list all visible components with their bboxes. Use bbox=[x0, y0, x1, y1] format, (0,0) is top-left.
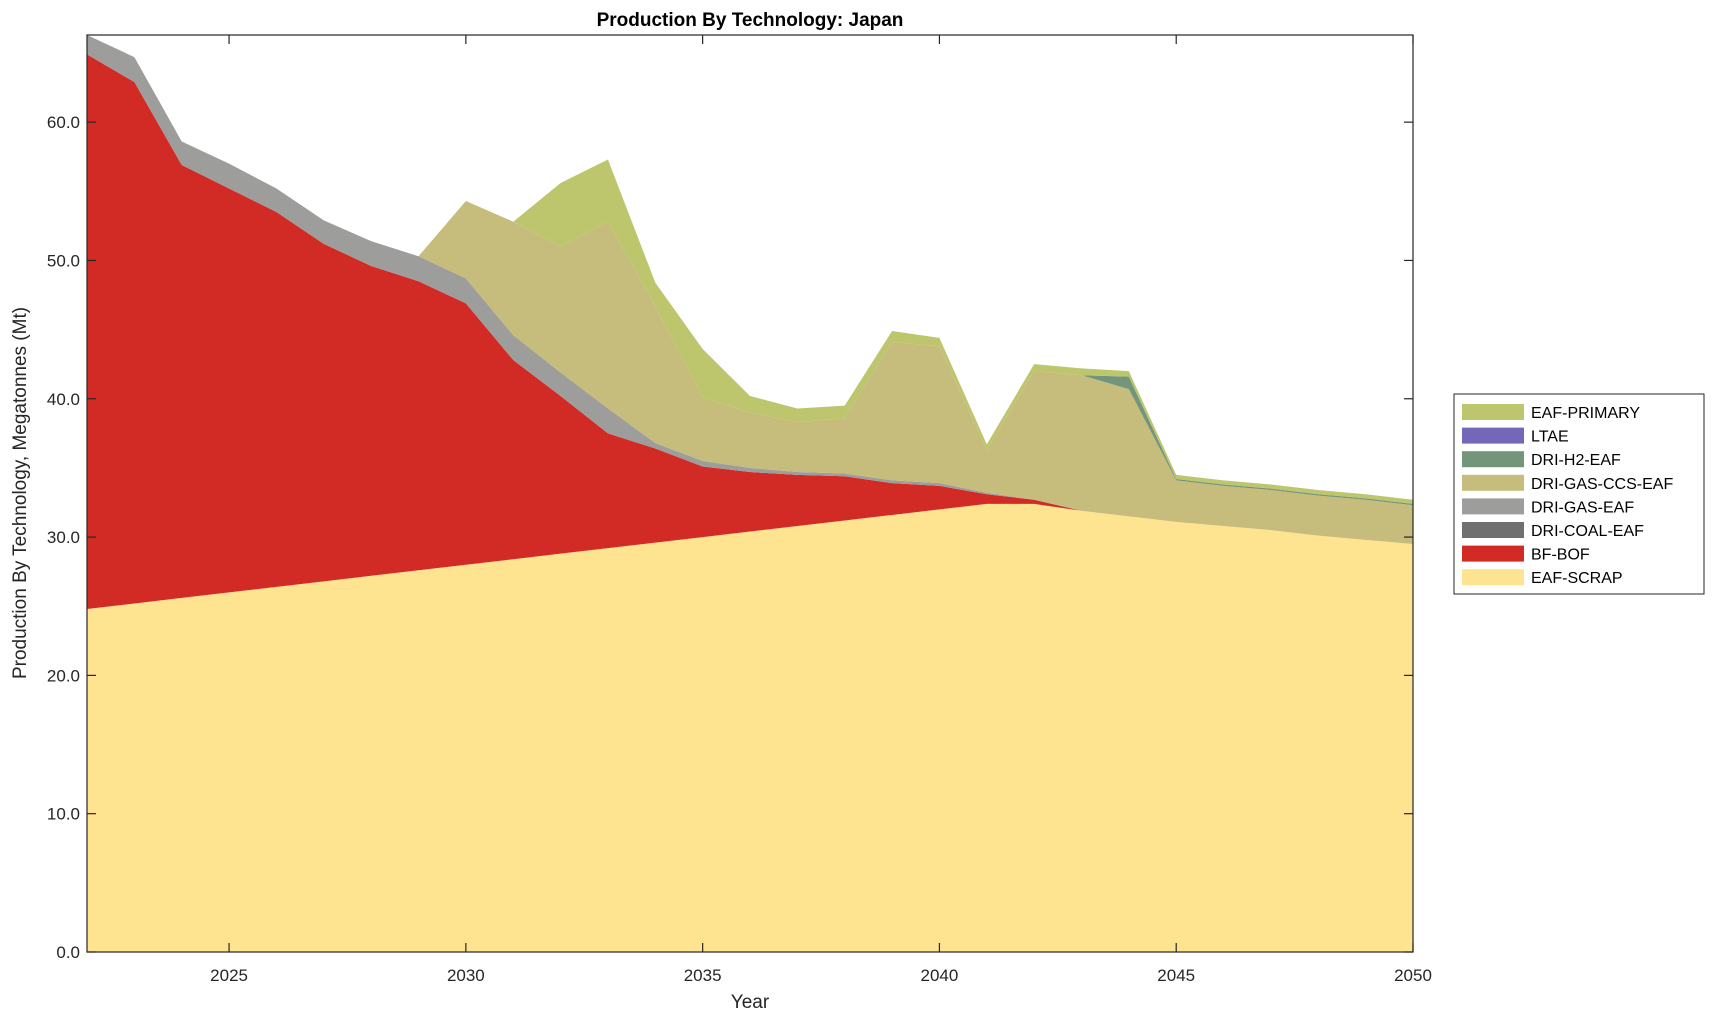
legend-swatch-dri-h2-eaf bbox=[1462, 451, 1524, 468]
area-dri-gas-ccs-eaf bbox=[87, 35, 1413, 544]
y-tick-label: 0.0 bbox=[56, 943, 80, 962]
y-tick-label: 10.0 bbox=[47, 805, 80, 824]
legend-swatch-dri-gas-eaf bbox=[1462, 498, 1524, 515]
legend-label-dri-coal-eaf: DRI-COAL-EAF bbox=[1531, 523, 1644, 540]
y-tick-label: 30.0 bbox=[47, 528, 80, 547]
legend-swatch-eaf-scrap bbox=[1462, 569, 1524, 586]
legend-label-ltae: LTAE bbox=[1531, 429, 1569, 446]
legend: EAF-PRIMARY LTAE DRI-H2-EAF DRI-GAS-CCS-EAF… bbox=[1453, 393, 1705, 595]
legend-label-bf-bof: BF-BOF bbox=[1531, 547, 1590, 564]
y-tick-label: 60.0 bbox=[47, 113, 80, 132]
x-tick-label: 2045 bbox=[1157, 966, 1195, 985]
x-axis-label: Year bbox=[731, 992, 770, 1013]
legend-swatch-dri-gas-ccs-eaf bbox=[1462, 474, 1524, 491]
x-tick-label: 2040 bbox=[921, 966, 959, 985]
chart-title: Production By Technology: Japan bbox=[597, 10, 904, 31]
legend-label-eaf-scrap: EAF-SCRAP bbox=[1531, 570, 1623, 587]
legend-box bbox=[1453, 393, 1705, 595]
x-axis: 2025 2030 2035 2040 2045 2050 bbox=[210, 35, 1432, 985]
area-bf-bof bbox=[87, 54, 1413, 609]
y-tick-label: 40.0 bbox=[47, 390, 80, 409]
legend-label-dri-gas-ccs-eaf: DRI-GAS-CCS-EAF bbox=[1531, 476, 1673, 493]
x-tick-label: 2050 bbox=[1394, 966, 1432, 985]
area-series-group bbox=[87, 35, 1413, 952]
legend-swatch-eaf-primary bbox=[1462, 404, 1524, 420]
y-axis-label: Production By Technology, Megatonnes (Mt… bbox=[10, 307, 31, 679]
legend-swatch-ltae bbox=[1462, 427, 1524, 444]
y-axis: 0.0 10.0 20.0 30.0 40.0 50.0 60.0 bbox=[47, 113, 1413, 962]
x-tick-label: 2035 bbox=[684, 966, 722, 985]
y-tick-label: 20.0 bbox=[47, 666, 80, 685]
plot-frame bbox=[86, 34, 1414, 953]
legend-swatch-bf-bof bbox=[1462, 545, 1524, 562]
legend-label-dri-h2-eaf: DRI-H2-EAF bbox=[1531, 452, 1621, 469]
area-eaf-scrap bbox=[87, 503, 1413, 952]
area-eaf-primary bbox=[87, 35, 1413, 504]
x-tick-label: 2025 bbox=[210, 966, 248, 985]
x-tick-label: 2030 bbox=[447, 966, 485, 985]
legend-label-dri-gas-eaf: DRI-GAS-EAF bbox=[1531, 499, 1634, 516]
legend-swatch-dri-coal-eaf bbox=[1462, 522, 1524, 538]
legend-label-eaf-primary: EAF-PRIMARY bbox=[1531, 405, 1640, 422]
y-tick-label: 50.0 bbox=[47, 251, 80, 270]
